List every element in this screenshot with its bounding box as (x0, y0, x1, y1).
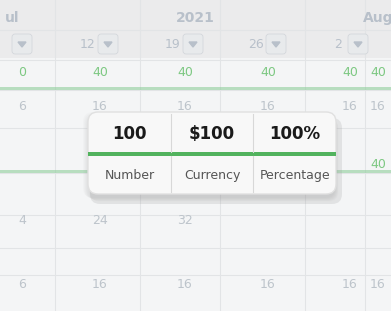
Bar (0, 0, 391, 58)
Text: 16: 16 (92, 278, 108, 291)
FancyBboxPatch shape (183, 34, 203, 54)
Bar (0, 87, 391, 90)
Text: 16: 16 (260, 278, 276, 291)
Polygon shape (104, 42, 112, 47)
Text: ul: ul (5, 11, 20, 25)
Text: 40: 40 (92, 67, 108, 80)
Text: $100: $100 (189, 125, 235, 143)
Text: Currency: Currency (184, 169, 240, 182)
Text: 16: 16 (177, 100, 193, 114)
Text: 40: 40 (370, 159, 386, 171)
Bar (88, 152, 336, 156)
FancyBboxPatch shape (348, 34, 368, 54)
Text: 16: 16 (177, 278, 193, 291)
Text: 19: 19 (165, 38, 181, 50)
Polygon shape (18, 42, 26, 47)
FancyBboxPatch shape (90, 118, 342, 204)
FancyBboxPatch shape (12, 34, 32, 54)
Text: 16: 16 (370, 100, 386, 114)
Text: 32: 32 (177, 213, 193, 226)
FancyBboxPatch shape (266, 34, 286, 54)
Text: 100: 100 (112, 125, 147, 143)
Text: 40: 40 (370, 67, 386, 80)
Text: 100%: 100% (269, 125, 320, 143)
Text: 24: 24 (92, 213, 108, 226)
Text: 2021: 2021 (176, 11, 214, 25)
Text: 0: 0 (18, 67, 26, 80)
Text: 16: 16 (92, 100, 108, 114)
Polygon shape (354, 42, 362, 47)
FancyBboxPatch shape (98, 34, 118, 54)
Text: 40: 40 (260, 67, 276, 80)
Text: Percentage: Percentage (259, 169, 330, 182)
Polygon shape (272, 42, 280, 47)
Text: 6: 6 (18, 278, 26, 291)
Text: 16: 16 (260, 100, 276, 114)
Text: Aug: Aug (363, 11, 391, 25)
Text: 2: 2 (334, 38, 342, 50)
Text: 16: 16 (342, 100, 358, 114)
Text: 12: 12 (80, 38, 96, 50)
Text: Number: Number (104, 169, 154, 182)
Text: 26: 26 (248, 38, 264, 50)
FancyBboxPatch shape (88, 112, 336, 194)
Text: 16: 16 (342, 278, 358, 291)
Polygon shape (189, 42, 197, 47)
Text: 6: 6 (18, 100, 26, 114)
Bar (0, 170, 391, 173)
Text: 16: 16 (370, 278, 386, 291)
Text: 4: 4 (18, 213, 26, 226)
Text: 40: 40 (177, 67, 193, 80)
Text: 40: 40 (342, 67, 358, 80)
